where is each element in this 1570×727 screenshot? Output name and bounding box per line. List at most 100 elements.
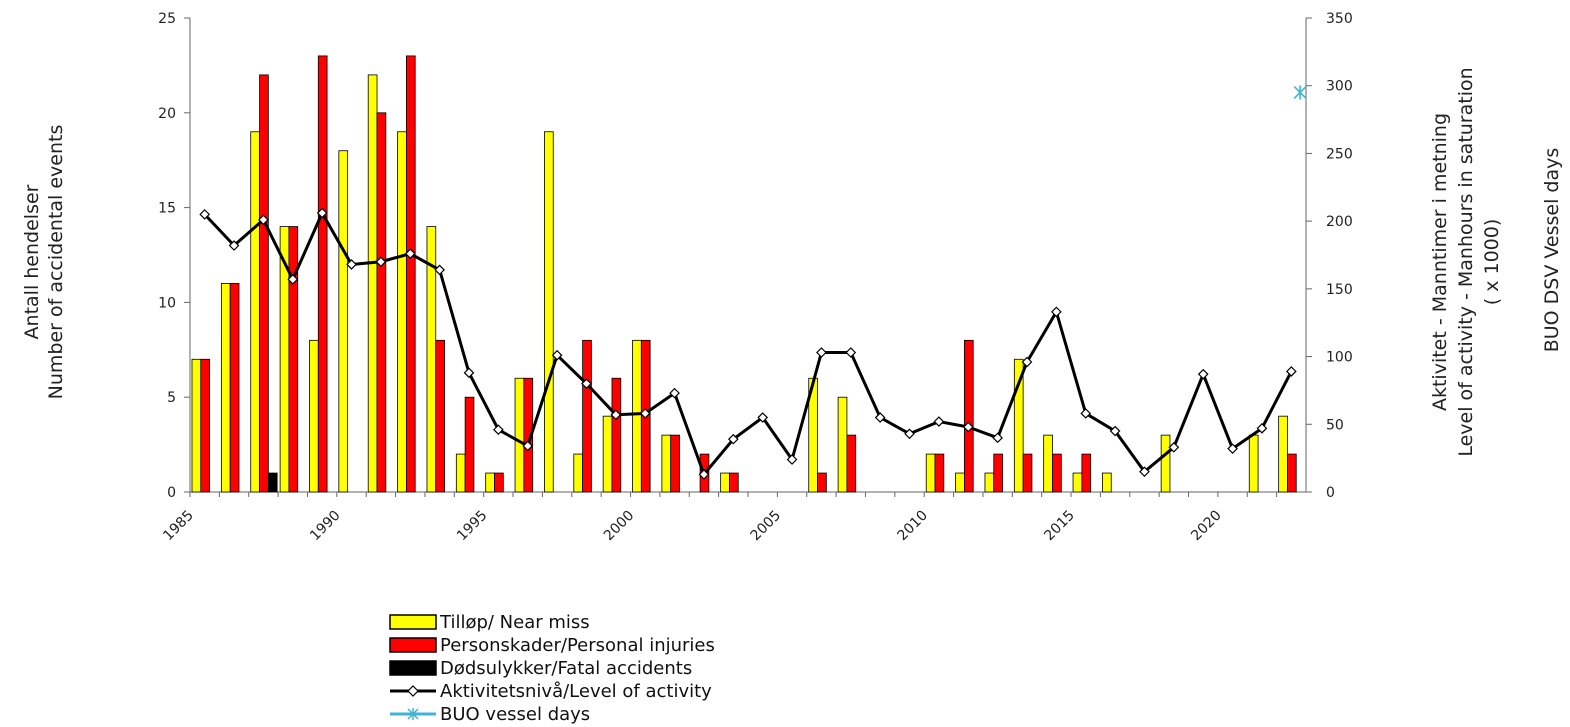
bar-personal-injuries [1287, 453, 1297, 493]
activity-marker [287, 274, 299, 285]
bar-near-miss [338, 150, 349, 493]
activity-line-path [203, 211, 1293, 476]
bar-personal-injuries [464, 396, 475, 493]
activity-marker [522, 440, 534, 452]
bar-near-miss [544, 131, 554, 493]
right-tick-label: 300 [1326, 79, 1353, 95]
activity-marker [727, 433, 739, 445]
bar-personal-injuries [670, 434, 680, 493]
right-tick-label: 0 [1326, 485, 1335, 501]
left-tick-label: 0 [167, 485, 176, 501]
activity-marker [757, 412, 769, 423]
bar-near-miss [1248, 434, 1259, 493]
activity-marker [434, 264, 445, 276]
bar-near-miss [1102, 472, 1112, 493]
bar-near-miss [661, 434, 672, 493]
bar-personal-injuries [611, 377, 622, 493]
bar-near-miss [514, 377, 525, 493]
left-axis-title-1: Antall hendelser [21, 184, 43, 339]
bar-personal-injuries [729, 472, 739, 493]
bar-near-miss [309, 339, 319, 493]
bar-near-miss [632, 339, 642, 493]
right-axis-title-3: ( x 1000) [1481, 219, 1503, 306]
bar-personal-injuries [993, 453, 1003, 493]
activity-marker [551, 349, 563, 361]
bar-personal-injuries [934, 453, 945, 493]
activity-marker [874, 412, 886, 423]
activity-marker [639, 408, 651, 419]
bar-near-miss [220, 283, 231, 493]
legend-swatch-personal-injuries [389, 637, 437, 653]
left-tick-label: 20 [158, 106, 176, 122]
bar-personal-injuries [376, 112, 387, 493]
bar-near-miss [984, 472, 995, 493]
x-tick-label: 2020 [1188, 508, 1225, 545]
left-tick-label: 5 [167, 390, 176, 406]
bar-near-miss [455, 453, 466, 493]
bar-personal-injuries [405, 55, 416, 493]
activity-marker [1080, 408, 1092, 419]
legend-label-buo: BUO vessel days [440, 704, 590, 725]
legend-label-near-miss: Tilløp/ Near miss [439, 612, 590, 633]
legend-label-fatal-accidents: Dødsulykker/Fatal accidents [440, 658, 692, 679]
bar-near-miss [1160, 434, 1171, 493]
activity-marker [1109, 425, 1121, 437]
bar-personal-injuries [1081, 453, 1092, 493]
bar-personal-injuries [846, 434, 857, 493]
buo-vessel-days-marker [1293, 85, 1307, 100]
left-tick-label: 15 [158, 201, 176, 217]
bar-near-miss [1278, 415, 1288, 493]
bar-near-miss [573, 453, 584, 493]
right-axis-title-1: Aktivitet - Manntimer i metning [1429, 113, 1451, 411]
x-tick-label: 1990 [307, 508, 344, 545]
activity-marker [346, 259, 357, 270]
activity-marker [493, 424, 504, 436]
activity-marker [904, 428, 915, 440]
activity-marker [933, 416, 945, 427]
activity-marker [463, 367, 475, 379]
bar-personal-injuries [259, 74, 269, 493]
activity-line [199, 85, 1307, 480]
bar-personal-injuries [435, 339, 445, 493]
legend-label-activity: Aktivitetsnivå/Level of activity [440, 681, 712, 702]
bar-near-miss [925, 453, 936, 493]
bar-near-miss [837, 396, 848, 493]
right-tick-label: 250 [1326, 146, 1353, 162]
right-tick-label: 100 [1326, 350, 1353, 366]
right2-axis-title: BUO DSV Vessel days [1541, 148, 1563, 353]
bar-personal-injuries [494, 472, 504, 493]
bar-personal-injuries [582, 339, 592, 493]
activity-marker [845, 347, 857, 358]
right-tick-label: 200 [1326, 214, 1353, 230]
bar-near-miss [955, 472, 965, 493]
bar-near-miss [1072, 472, 1083, 493]
activity-marker [698, 469, 710, 480]
bar-near-miss [1043, 434, 1053, 493]
legend-swatch-fatal-accidents [389, 660, 437, 676]
x-tick-label: 2015 [1041, 508, 1078, 545]
activity-marker [992, 432, 1003, 444]
left-axis-title-2: Number of accidental events [45, 125, 67, 400]
left-tick-label: 25 [158, 11, 176, 27]
activity-marker [375, 256, 387, 268]
bar-personal-injuries [963, 339, 974, 493]
activity-marker [228, 240, 240, 251]
activity-marker [1168, 441, 1180, 453]
activity-marker [816, 347, 827, 358]
right-tick-label: 50 [1326, 417, 1344, 433]
legend-swatch-near-miss [389, 614, 437, 630]
bar-near-miss [367, 74, 378, 493]
bar-personal-injuries [200, 358, 211, 493]
bar-near-miss [720, 472, 730, 493]
bar-fatal-accidents [267, 472, 278, 493]
activity-marker [199, 209, 211, 220]
bar-personal-injuries [817, 472, 827, 493]
activity-marker [786, 454, 798, 465]
activity-marker [1139, 466, 1150, 478]
activity-marker [1256, 423, 1268, 434]
legend-swatch-activity-marker [407, 685, 419, 697]
activity-marker [1285, 366, 1297, 377]
activity-marker [1227, 443, 1238, 455]
activity-marker [1021, 356, 1033, 368]
